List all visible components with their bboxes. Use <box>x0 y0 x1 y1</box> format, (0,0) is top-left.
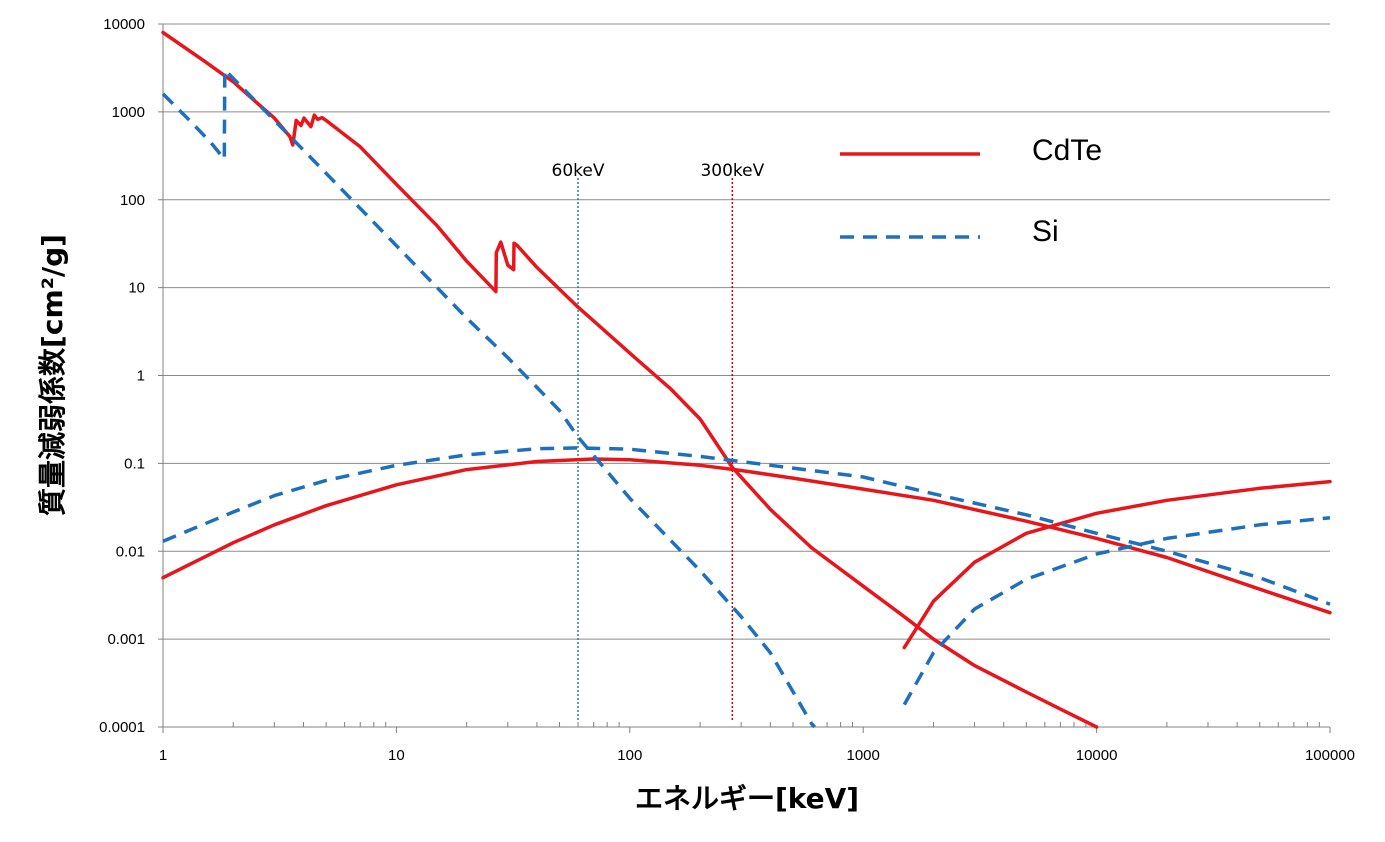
x-tick-label: 10 <box>388 747 405 764</box>
y-tick-label: 0.001 <box>107 631 145 648</box>
x-tick-label: 1 <box>159 747 167 764</box>
x-tick-label: 10000 <box>1076 747 1118 764</box>
legend-label-cdte: CdTe <box>1032 134 1102 167</box>
marker-label: 300keV <box>700 161 764 181</box>
y-tick-label: 1 <box>137 368 145 385</box>
series-line-cdte <box>902 479 1332 650</box>
x-axis-minor-ticks <box>232 722 1320 727</box>
y-tick-label: 10 <box>128 280 145 297</box>
x-axis-title: エネルギー[keV] <box>635 782 859 815</box>
y-tick-label: 0.01 <box>116 543 145 560</box>
series-line-si <box>161 68 816 729</box>
series-line-cdte <box>161 30 1099 729</box>
y-tick-label: 0.0001 <box>99 719 145 736</box>
x-axis-tick-labels: 1 10 100 1000 10000 100000 <box>159 727 1355 764</box>
y-tick-label: 0.1 <box>124 455 145 472</box>
y-axis-tick-labels: 10000 1000 100 10 1 0.1 0.01 0.001 0.0001 <box>99 16 163 736</box>
y-tick-label: 1000 <box>112 104 145 121</box>
x-tick-label: 1000 <box>847 747 880 764</box>
series-line-cdte <box>161 457 1332 615</box>
y-axis-title: 質量減弱係数[cm²/g] <box>36 234 69 516</box>
x-tick-label: 100 <box>617 747 642 764</box>
legend-label-si: Si <box>1032 215 1059 248</box>
y-tick-label: 100 <box>120 192 145 209</box>
y-tick-label: 10000 <box>103 16 145 33</box>
series-line-si <box>902 516 1331 706</box>
marker-label: 60keV <box>552 161 605 181</box>
x-tick-label: 100000 <box>1305 747 1355 764</box>
data-series <box>161 30 1332 729</box>
legend: CdTe Si <box>840 134 1102 248</box>
series-line-si <box>162 446 1331 606</box>
energy-markers: 60keV 300keV <box>552 161 765 720</box>
